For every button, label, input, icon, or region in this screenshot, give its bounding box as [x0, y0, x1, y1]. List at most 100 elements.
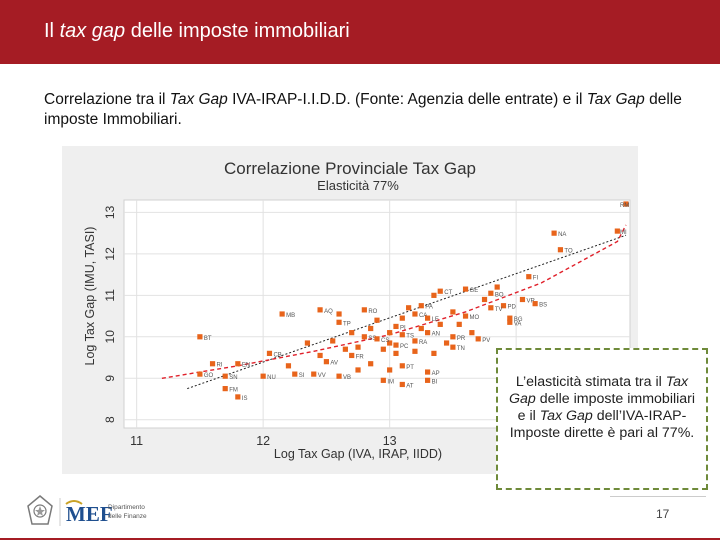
point-label: LE — [432, 317, 439, 323]
data-point — [494, 284, 500, 290]
data-point — [450, 344, 456, 350]
data-point — [304, 340, 311, 346]
point-label: SN — [229, 375, 237, 381]
data-point — [387, 330, 393, 336]
data-point — [399, 315, 405, 321]
point-label: FI — [533, 276, 539, 282]
point-label: RO — [368, 309, 377, 315]
header-bar: Il tax gap delle imposte immobiliari — [0, 0, 720, 64]
mef-logo-sub1: Dipartimento — [108, 504, 145, 511]
callout-part2: delle imposte immobiliari e il — [517, 391, 696, 424]
data-point — [412, 311, 418, 317]
point-label: AQ — [324, 309, 333, 315]
data-point — [418, 303, 424, 309]
data-point — [361, 334, 367, 340]
page-number: 17 — [656, 507, 670, 521]
point-label: TS — [406, 334, 414, 340]
data-point — [279, 311, 285, 317]
point-label: FR — [356, 354, 365, 360]
point-label: SI — [299, 373, 305, 379]
data-point — [317, 352, 323, 359]
data-point — [431, 350, 437, 356]
point-label: PA — [425, 305, 433, 311]
data-point — [469, 330, 475, 336]
data-point — [519, 296, 526, 303]
data-point — [292, 371, 298, 377]
point-label: EN — [242, 363, 250, 369]
point-label: AT — [406, 383, 414, 389]
data-point — [462, 286, 469, 292]
data-point — [197, 334, 203, 340]
data-point — [285, 363, 292, 369]
data-point — [507, 319, 513, 325]
y-tick-label: 13 — [103, 205, 117, 219]
point-label: AP — [432, 371, 440, 377]
point-label: BG — [514, 317, 523, 323]
data-point — [361, 307, 367, 313]
data-point — [623, 201, 629, 207]
title-prefix: Il — [44, 20, 60, 42]
trend-curve — [161, 224, 627, 379]
data-point — [311, 371, 317, 377]
point-label: VV — [318, 373, 326, 379]
data-point — [260, 373, 266, 379]
title-suffix: delle imposte immobiliari — [125, 20, 350, 42]
data-point — [336, 319, 342, 325]
point-label: RI — [217, 363, 223, 369]
data-point — [437, 288, 443, 294]
footer-line — [0, 538, 720, 540]
data-point — [374, 336, 380, 342]
logo-area: MEF Dipartimento delle Finanze — [22, 494, 202, 530]
data-point — [355, 367, 361, 373]
data-point — [399, 332, 405, 338]
data-point — [222, 386, 228, 392]
title-italic: tax gap — [59, 20, 126, 42]
data-point — [456, 321, 462, 327]
slide-title: Il tax gap delle imposte immobiliari — [44, 20, 350, 43]
data-point — [266, 350, 273, 356]
data-point — [425, 369, 431, 375]
data-point — [399, 381, 405, 388]
data-point — [349, 352, 355, 359]
data-point — [507, 315, 513, 321]
data-point — [481, 296, 488, 303]
point-label: SS — [368, 336, 376, 342]
chart-title: Correlazione Provinciale Tax Gap — [224, 159, 476, 178]
data-point — [387, 340, 393, 346]
data-point — [380, 377, 386, 383]
data-point — [500, 303, 507, 309]
point-label: CB — [273, 352, 281, 358]
data-point — [450, 309, 456, 315]
point-label: RM — [620, 203, 629, 209]
mef-logo-text: MEF — [66, 502, 113, 526]
x-tick-label: 12 — [256, 434, 270, 448]
data-point — [393, 350, 399, 356]
data-point — [406, 305, 412, 311]
point-label: NU — [267, 375, 276, 381]
data-point — [443, 340, 450, 346]
intro-italic2: Tax Gap — [586, 91, 645, 108]
data-point — [431, 292, 437, 298]
data-point — [222, 373, 228, 379]
point-label: TP — [343, 321, 351, 327]
point-label: MO — [470, 315, 480, 321]
data-point — [368, 361, 374, 367]
data-point — [532, 301, 538, 307]
data-point — [437, 321, 443, 327]
elasticity-callout: L’elasticità stimata tra il Tax Gap dell… — [496, 348, 708, 490]
data-point — [551, 230, 557, 236]
point-label: TO — [564, 249, 573, 255]
data-point — [374, 317, 380, 323]
chart-lines — [161, 224, 627, 390]
chart-xlabel: Log Tax Gap (IVA, IRAP, IIDD) — [274, 447, 442, 461]
intro-part2: IVA-IRAP-I.I.D.D. (Fonte: Agenzia delle … — [227, 91, 587, 108]
point-label: PI — [400, 325, 406, 331]
y-tick-label: 10 — [103, 330, 117, 344]
data-point — [336, 311, 342, 317]
page-divider — [610, 496, 706, 497]
data-point — [614, 228, 620, 234]
data-point — [336, 373, 342, 379]
data-point — [387, 367, 393, 373]
point-label: VR — [526, 298, 535, 304]
